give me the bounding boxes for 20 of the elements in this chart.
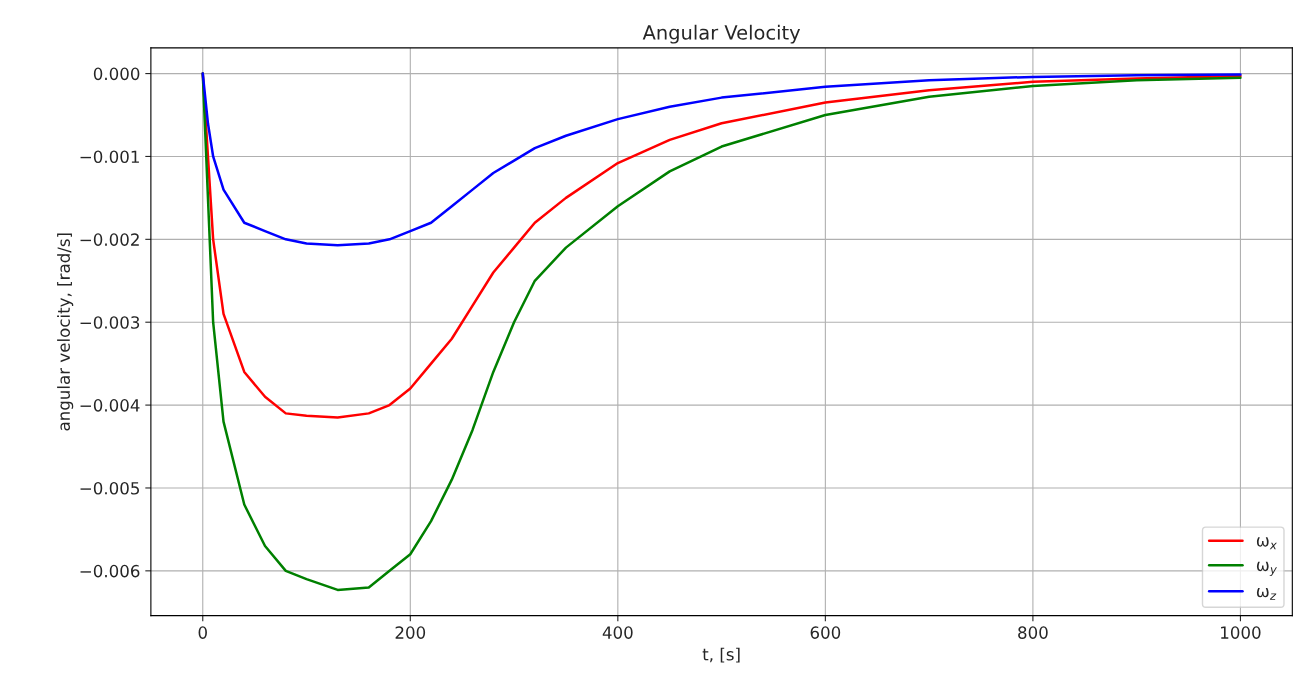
- x-axis-title: t, [s]: [702, 647, 740, 663]
- x-tick-label: 200: [395, 626, 426, 639]
- y-tick-label: −0.004: [80, 399, 140, 412]
- x-tick-label: 400: [602, 626, 633, 639]
- line-series: [201, 72, 1242, 247]
- x-tick-label: 600: [810, 626, 841, 639]
- legend-label: ω$_{z}$: [1256, 587, 1277, 600]
- legend-label: ω$_{x}$: [1256, 537, 1277, 550]
- x-tick-label: 0: [198, 626, 207, 639]
- y-tick-label: −0.005: [80, 481, 140, 495]
- y-tick-label: −0.001: [80, 150, 139, 164]
- y-tick-label: −0.006: [80, 564, 140, 578]
- legend-label: ω$_{y}$: [1256, 561, 1277, 577]
- x-tick-label: 1000: [1221, 626, 1261, 639]
- y-tick-label: 0.000: [93, 67, 140, 81]
- y-tick-label: −0.002: [80, 233, 139, 246]
- y-tick-label: −0.003: [80, 316, 140, 329]
- x-tick-label: 800: [1018, 626, 1048, 639]
- y-axis-title: angular velocity, [rad/s]: [57, 233, 74, 431]
- chart-title: Angular Velocity: [642, 24, 801, 44]
